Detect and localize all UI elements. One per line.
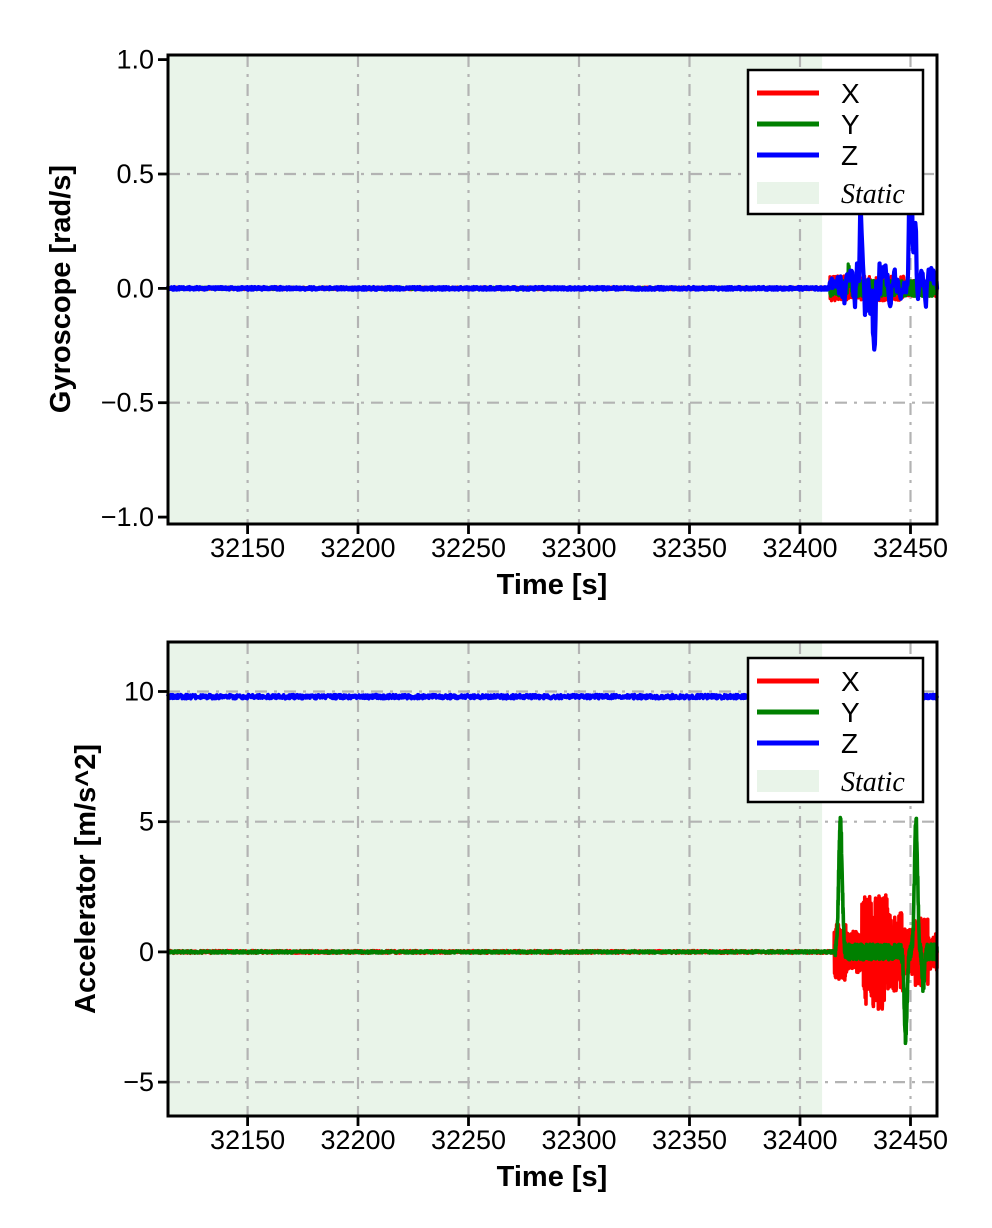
gyroscope-legend: XYZ Static <box>746 68 925 216</box>
gyroscope-x-axis-label: Time [s] <box>497 569 608 601</box>
gyroscope-y-tick-label: 0.5 <box>116 159 154 189</box>
accelerator-y-tick-label: 0 <box>139 937 154 967</box>
accelerator-x-tick-label: 32400 <box>762 1125 837 1155</box>
accelerator-x-tick-label: 32200 <box>320 1125 395 1155</box>
gyroscope-legend-entry-z: Z <box>757 140 858 171</box>
accelerator-legend-entry-static: Static <box>757 767 905 798</box>
legend-label-z: Z <box>841 140 858 171</box>
accelerator-legend-entry-z: Z <box>757 728 858 759</box>
gyroscope-tick-marks <box>158 58 912 534</box>
accelerator-x-axis-label: Time [s] <box>497 1161 608 1193</box>
accelerator-static-region-shading <box>168 642 823 1116</box>
gyroscope-legend-entry-x: X <box>757 78 860 109</box>
plots-layer: 32150 32200 32250 32300 32350 32400 32450 1.0 0.… <box>101 45 948 1155</box>
gyroscope-plot: 32150 32200 32250 32300 32350 32400 32450 1.0 0.… <box>101 45 948 563</box>
accelerator-tick-labels: 32150 32200 32250 32300 32350 32400 32450 10 5 0 −… <box>123 677 948 1156</box>
legend-label-static: Static <box>841 767 905 798</box>
gyroscope-x-tick-label: 32250 <box>431 533 506 563</box>
legend-label-x: X <box>841 78 860 109</box>
gyroscope-x-tick-label: 32200 <box>320 533 395 563</box>
accelerator-x-tick-label: 32300 <box>541 1125 616 1155</box>
gyroscope-legend-entry-y: Y <box>757 109 860 140</box>
gyroscope-legend-entry-static: Static <box>757 179 905 210</box>
accelerator-y-tick-label: −5 <box>123 1067 154 1097</box>
accelerator-legend-entry-x: X <box>757 666 860 697</box>
gyroscope-y-tick-label: 1.0 <box>116 45 154 75</box>
accelerator-legend-entry-y: Y <box>757 697 860 728</box>
accelerator-series-y-line <box>166 815 939 1046</box>
gyroscope-tick-labels: 32150 32200 32250 32300 32350 32400 32450 1.0 0.… <box>101 45 948 563</box>
gyroscope-x-tick-label: 32300 <box>541 533 616 563</box>
legend-static-swatch <box>757 770 819 792</box>
legend-label-x: X <box>841 666 860 697</box>
legend-static-swatch <box>757 182 819 204</box>
legend-label-static: Static <box>841 179 905 210</box>
accelerator-x-tick-label: 32350 <box>652 1125 727 1155</box>
accelerator-y-axis-label: Accelerator [m/s^2] <box>70 744 102 1014</box>
gyroscope-y-axis-label: Gyroscope [rad/s] <box>45 165 77 413</box>
gyroscope-y-tick-label: 0.0 <box>116 273 154 303</box>
accelerator-tick-marks <box>158 690 912 1126</box>
gyroscope-series-z-line <box>165 123 940 352</box>
legend-label-y: Y <box>841 109 860 140</box>
legend-label-y: Y <box>841 697 860 728</box>
accelerator-legend: XYZ Static <box>746 656 925 804</box>
gyroscope-x-tick-label: 32150 <box>210 533 285 563</box>
accelerator-axes-frame <box>166 640 939 1118</box>
accelerator-x-tick-label: 32250 <box>431 1125 506 1155</box>
legend-label-z: Z <box>841 728 858 759</box>
accelerator-y-tick-label: 10 <box>124 677 154 707</box>
gyroscope-x-tick-label: 32400 <box>762 533 837 563</box>
gyroscope-y-tick-label: −1.0 <box>101 502 154 532</box>
gyroscope-y-tick-label: −0.5 <box>101 388 154 418</box>
gyroscope-x-tick-label: 32350 <box>652 533 727 563</box>
gyroscope-x-tick-label: 32450 <box>873 533 948 563</box>
accelerator-y-tick-label: 5 <box>139 807 154 837</box>
accelerator-plot: 32150 32200 32250 32300 32350 32400 32450 10 5 0 −… <box>123 640 948 1156</box>
accelerator-x-tick-label: 32150 <box>210 1125 285 1155</box>
accelerator-x-tick-label: 32450 <box>873 1125 948 1155</box>
